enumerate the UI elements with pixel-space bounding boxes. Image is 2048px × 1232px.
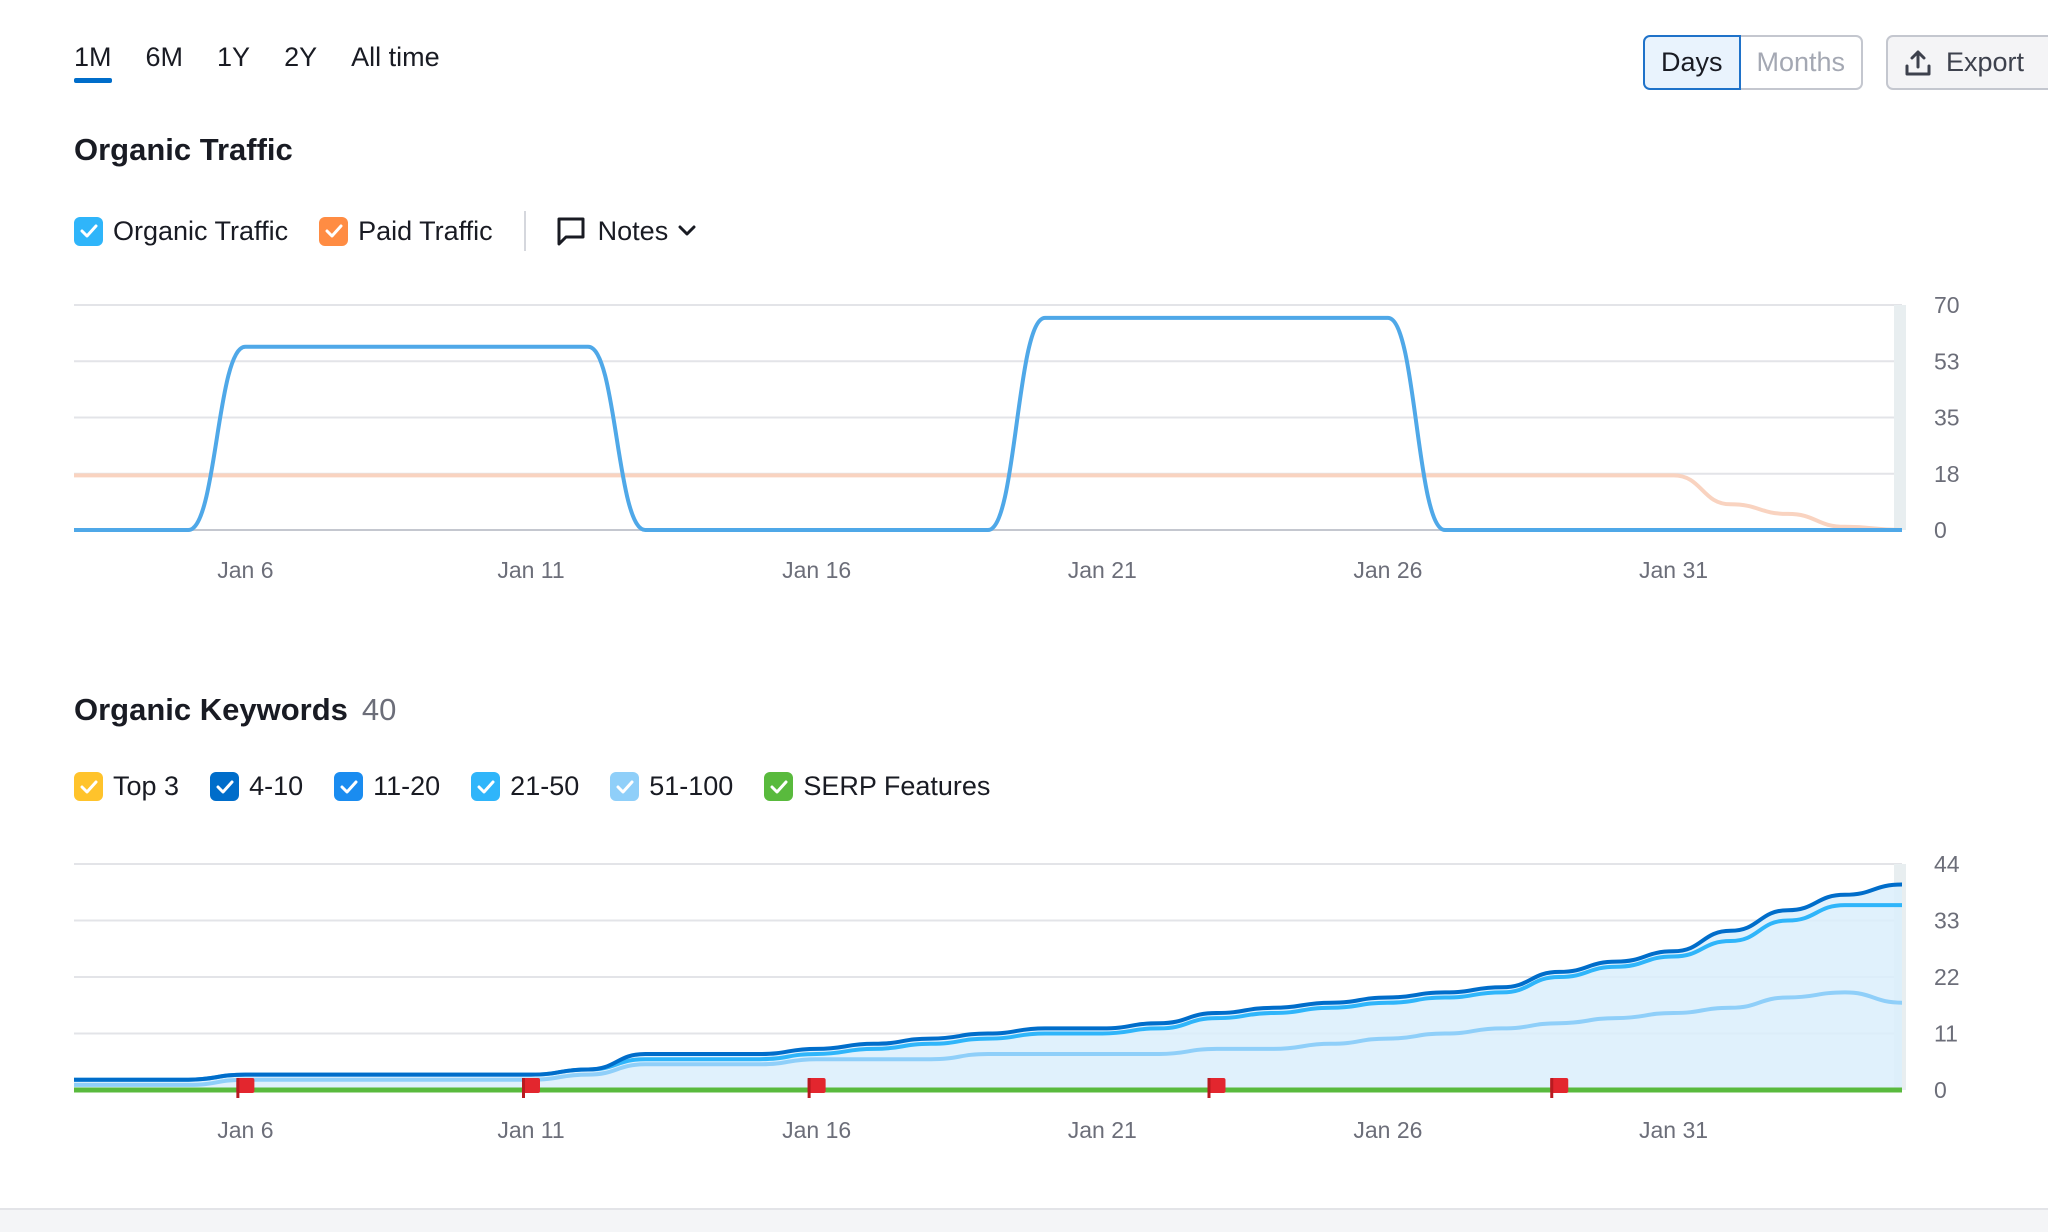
checkbox-checked-icon[interactable]: [334, 772, 364, 801]
organic-traffic-chart: 70 53 35 18 0 Jan 6 Jan 11 Jan 16 Jan 21 Jan 26 Ja…: [73, 292, 1960, 583]
series-line-0: [73, 315, 1902, 532]
keywords-count: 40: [361, 692, 397, 727]
checkbox-checked-icon[interactable]: [610, 772, 640, 801]
y-tick-label: 22: [1934, 964, 1960, 990]
legend-51-100[interactable]: 51-100: [610, 771, 733, 802]
x-tick-label: Jan 31: [1639, 1117, 1708, 1143]
note-flag-pole: [807, 1078, 811, 1098]
y-tick-label: 18: [1934, 461, 1960, 487]
notes-icon: [557, 217, 585, 246]
export-button[interactable]: Export: [1886, 35, 2048, 90]
series-line-1: [74, 473, 1903, 532]
x-tick-label: Jan 26: [1353, 1117, 1422, 1143]
x-tick-label: Jan 26: [1353, 557, 1422, 583]
x-tick-label: Jan 21: [1068, 1117, 1137, 1143]
x-tick-label: Jan 6: [217, 1117, 273, 1143]
notes-label: Notes: [597, 215, 669, 246]
checkbox-checked-icon[interactable]: [319, 216, 349, 246]
tab-1y[interactable]: 1Y: [217, 42, 251, 72]
x-tick-label: Jan 31: [1639, 557, 1708, 583]
note-flag-icon: [236, 1078, 255, 1093]
legend-top-3[interactable]: Top 3: [74, 771, 179, 802]
notes-dropdown[interactable]: Notes: [556, 216, 697, 247]
traffic-legend: Organic Traffic Paid Traffic Notes: [74, 211, 696, 251]
organic-keywords-chart: 44 33 22 11 0 Jan 6 Jan 11 Jan 16 Jan 21 Jan 26 Ja…: [74, 851, 1960, 1143]
legend-organic-traffic[interactable]: Organic Traffic: [74, 216, 288, 247]
legend-label: 21-50: [510, 771, 580, 801]
y-tick-label: 0: [1934, 517, 1947, 543]
x-tick-label: Jan 11: [497, 1117, 564, 1143]
y-tick-label: 53: [1934, 348, 1960, 374]
note-flag-icon: [522, 1078, 540, 1093]
legend-divider: [523, 211, 526, 251]
legend-label: SERP Features: [803, 771, 991, 801]
keywords-title-label: Organic Keywords: [74, 692, 348, 727]
note-flag-icon: [807, 1078, 826, 1093]
traffic-title: Organic Traffic: [74, 132, 293, 167]
y-tick-label: 70: [1934, 292, 1960, 318]
days-button[interactable]: Days: [1643, 35, 1741, 90]
tab-all-time[interactable]: All time: [351, 42, 440, 72]
chevron-down-icon: [678, 225, 696, 236]
legend-4-10[interactable]: 4-10: [210, 771, 303, 802]
y-tick-label: 0: [1934, 1077, 1947, 1103]
legend-label: Top 3: [113, 771, 180, 801]
export-icon: [1905, 50, 1931, 75]
legend-serp-features[interactable]: SERP Features: [764, 771, 990, 802]
legend-label: Organic Traffic: [113, 215, 289, 246]
checkbox-checked-icon[interactable]: [74, 216, 103, 246]
legend-label: 4-10: [249, 771, 304, 801]
note-flag-pole: [1207, 1078, 1211, 1098]
y-tick-label: 33: [1934, 908, 1960, 934]
x-tick-label: Jan 6: [217, 557, 273, 583]
granularity-toggle: Days Months: [1643, 35, 1864, 90]
y-tick-label: 44: [1934, 851, 1960, 877]
footer-strip: [0, 1208, 2048, 1232]
x-tick-label: Jan 21: [1068, 557, 1137, 583]
note-flag-icon: [1550, 1078, 1569, 1093]
note-flag-pole: [522, 1078, 525, 1098]
y-tick-label: 35: [1934, 405, 1960, 431]
keywords-title: Organic Keywords 40: [74, 692, 396, 728]
legend-label: Paid Traffic: [358, 215, 493, 246]
checkbox-checked-icon[interactable]: [764, 772, 794, 801]
chart-right-edge: [1894, 305, 1906, 530]
legend-paid-traffic[interactable]: Paid Traffic: [319, 216, 493, 247]
legend-11-20[interactable]: 11-20: [334, 771, 440, 802]
note-flag-pole: [1550, 1078, 1554, 1098]
tab-6m[interactable]: 6M: [145, 42, 184, 72]
y-tick-label: 11: [1934, 1021, 1958, 1047]
checkbox-checked-icon[interactable]: [74, 772, 103, 801]
period-tabs: 1M 6M 1Y 2Y All time: [74, 42, 474, 83]
tab-2y[interactable]: 2Y: [284, 42, 318, 72]
export-label: Export: [1946, 47, 2025, 77]
note-flag-icon: [1207, 1078, 1226, 1093]
x-tick-label: Jan 16: [782, 1117, 851, 1143]
legend-label: 51-100: [649, 771, 734, 801]
legend-label: 11-20: [373, 771, 441, 801]
checkbox-checked-icon[interactable]: [210, 772, 240, 801]
checkbox-checked-icon[interactable]: [471, 772, 501, 801]
series-area: [74, 884, 1902, 1090]
legend-21-50[interactable]: 21-50: [471, 771, 579, 802]
x-tick-label: Jan 11: [497, 557, 564, 583]
note-flag-pole: [236, 1078, 240, 1098]
series-line-2: [74, 990, 1903, 1087]
x-tick-label: Jan 16: [782, 557, 851, 583]
tab-1m[interactable]: 1M: [74, 42, 112, 83]
months-button[interactable]: Months: [1740, 35, 1864, 90]
series-line-0: [74, 882, 1903, 1082]
keywords-legend: Top 3 4-10 11-20 21-50 51-100 SERP Features: [74, 771, 1021, 802]
